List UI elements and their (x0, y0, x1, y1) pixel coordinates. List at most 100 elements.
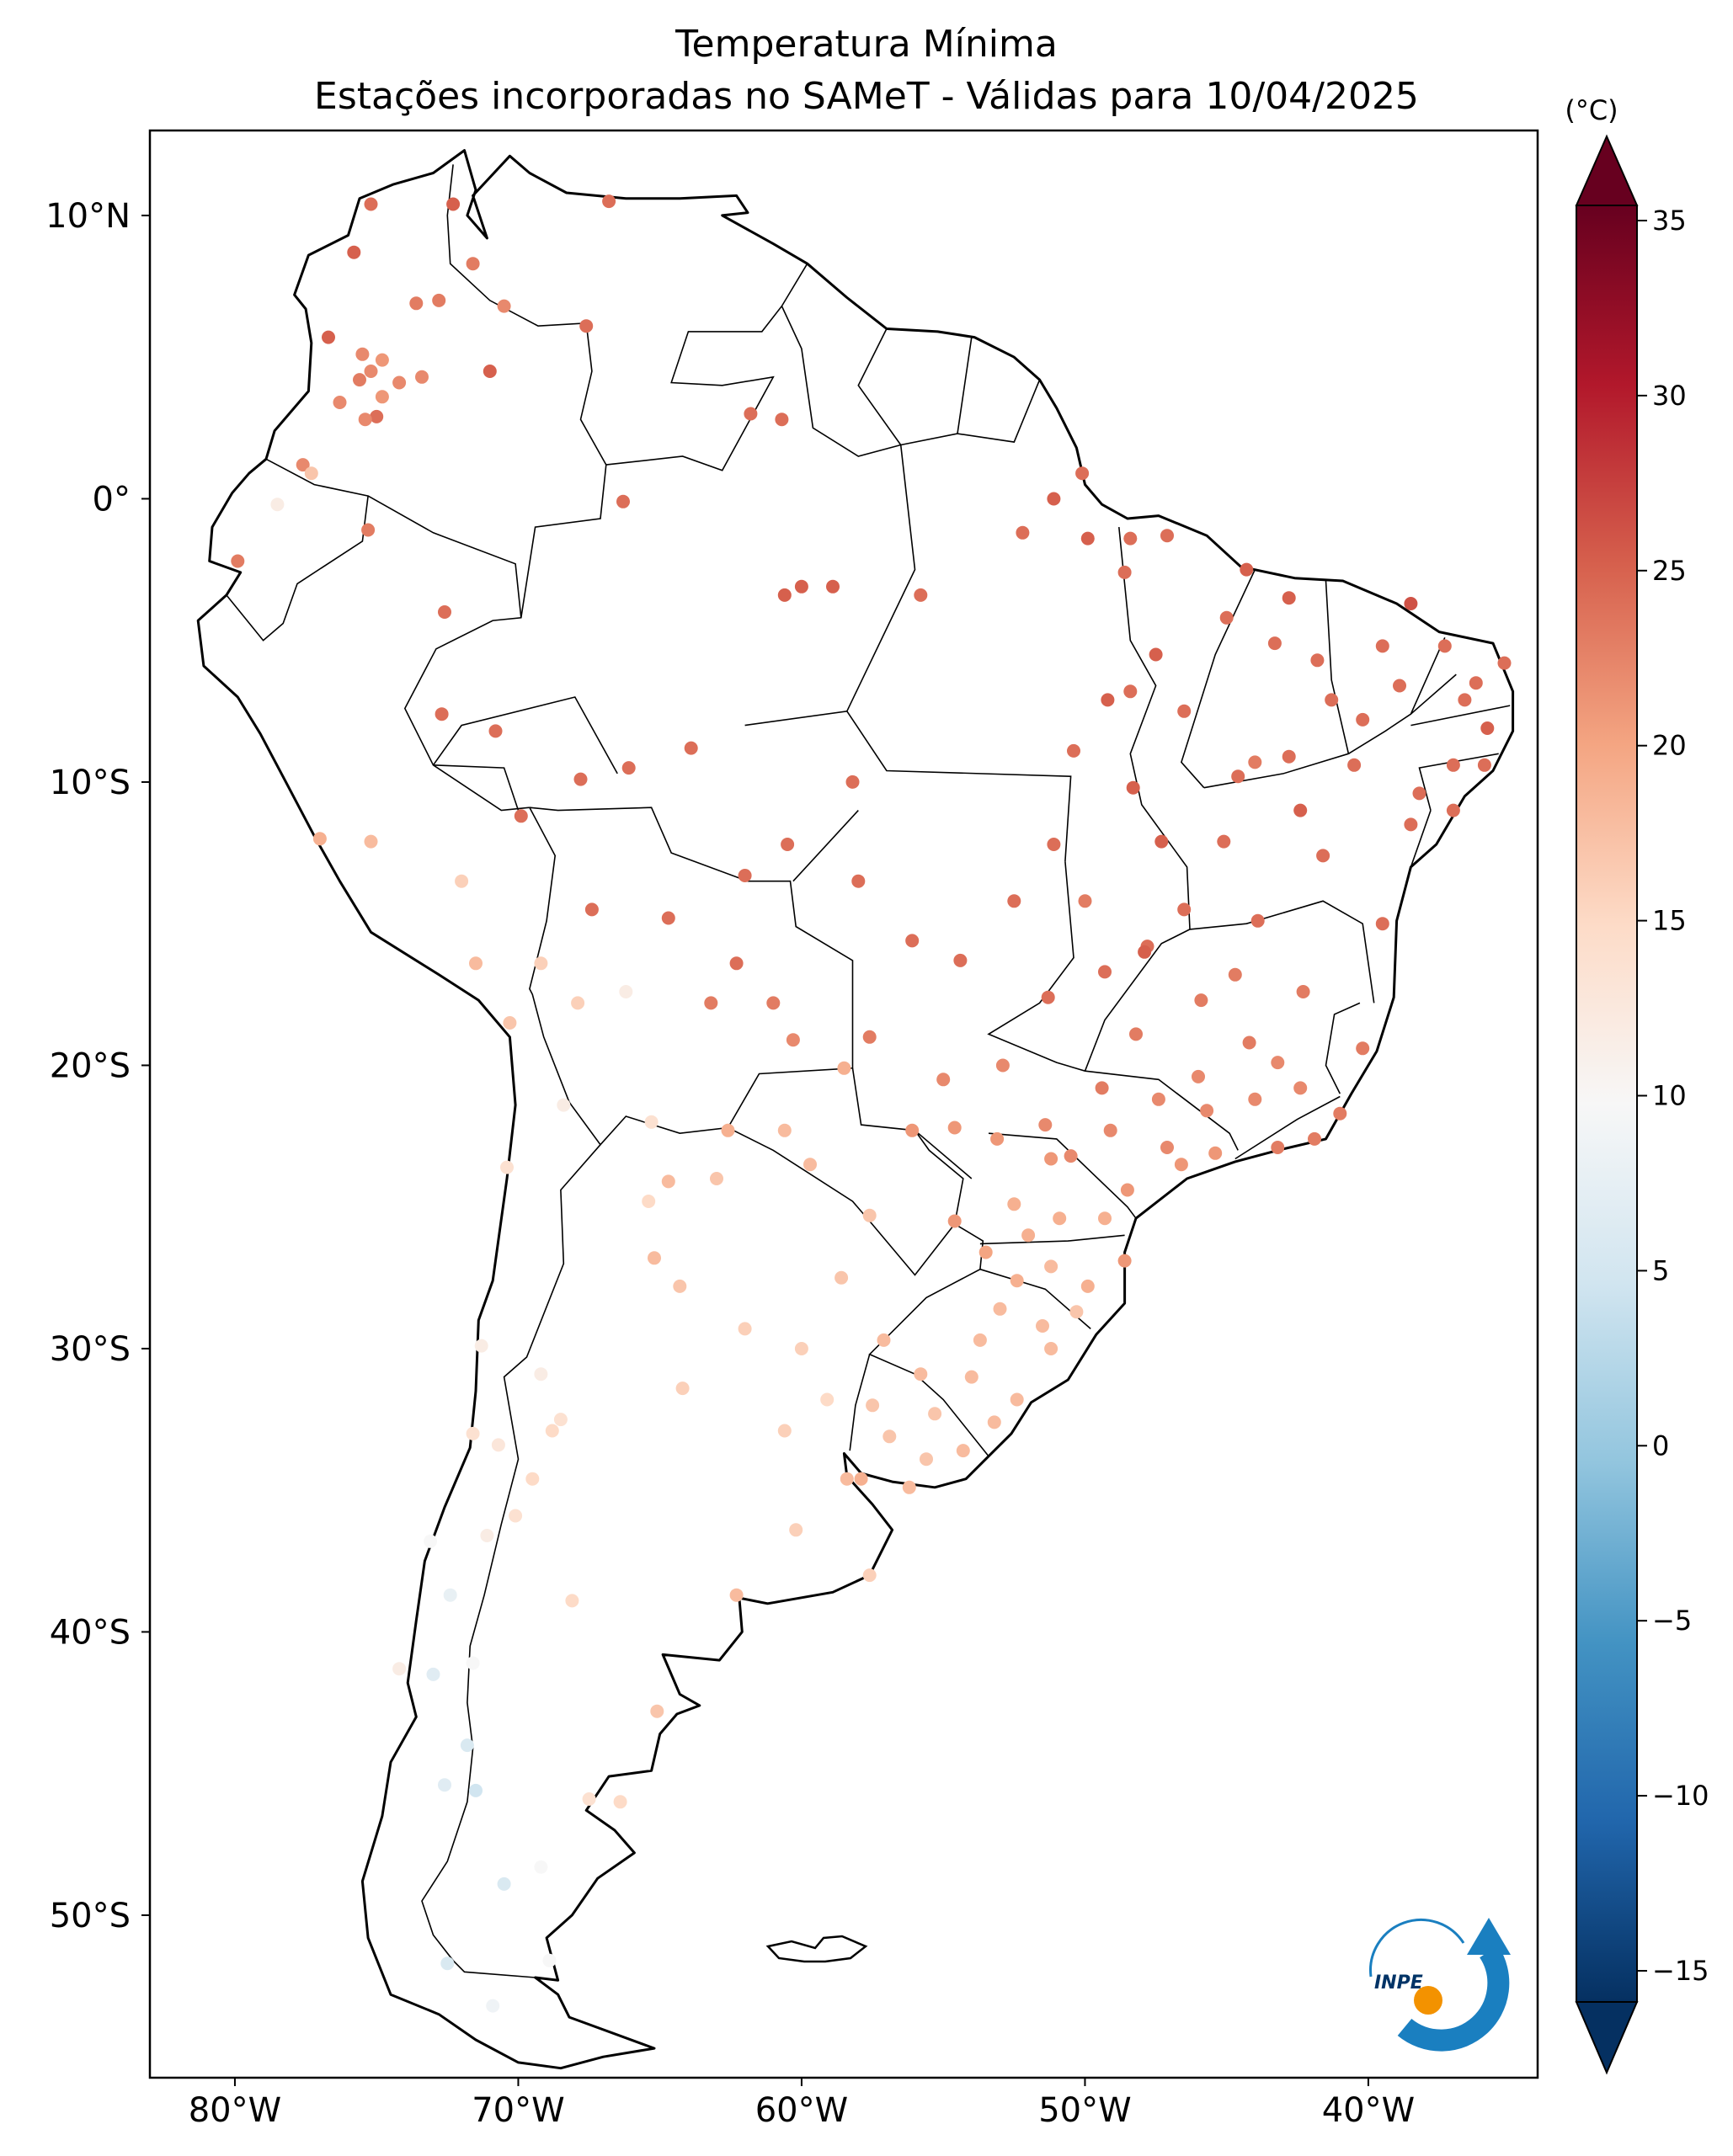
station-marker (409, 296, 424, 311)
station-marker (675, 1381, 690, 1396)
station-marker (579, 319, 594, 333)
station-marker (993, 1302, 1007, 1316)
station-marker (469, 956, 483, 971)
station-marker (392, 1662, 407, 1676)
station-marker (1010, 1274, 1024, 1288)
station-marker (1393, 679, 1406, 693)
colorbar-bar (1576, 205, 1638, 2003)
station-marker (582, 1792, 596, 1806)
station-marker (1192, 1069, 1205, 1083)
station-marker (738, 1322, 752, 1336)
station-marker (1007, 894, 1021, 908)
station-marker (1021, 1228, 1036, 1243)
colorbar-unit-label: (°C) (1565, 94, 1618, 126)
station-marker (1333, 1106, 1347, 1121)
station-marker (1325, 693, 1339, 707)
station-marker (777, 588, 792, 602)
station-marker (1123, 684, 1138, 699)
colorbar-tick-label: 10 (1652, 1080, 1687, 1112)
station-marker (721, 1123, 735, 1137)
station-marker (644, 1115, 659, 1129)
colorbar-tick-label: 5 (1652, 1254, 1669, 1286)
station-marker (1044, 1259, 1058, 1274)
station-marker (333, 396, 347, 409)
station-marker (480, 1529, 494, 1542)
station-marker (497, 299, 511, 313)
station-marker (1126, 780, 1140, 795)
colorbar-tick-label: 30 (1652, 380, 1687, 412)
station-marker (978, 1245, 993, 1259)
station-marker (1194, 993, 1208, 1008)
station-marker (661, 911, 675, 925)
station-marker (1149, 647, 1163, 662)
station-marker (1080, 531, 1095, 546)
station-marker (905, 934, 920, 948)
station-marker (353, 373, 366, 387)
station-marker (1010, 1392, 1024, 1407)
border-line (988, 1132, 1137, 1219)
station-marker (1412, 786, 1426, 801)
station-marker (1240, 562, 1254, 577)
station-marker (455, 874, 469, 888)
station-marker (1248, 755, 1262, 769)
station-marker (469, 1783, 483, 1797)
station-marker (355, 347, 370, 361)
station-marker (777, 1424, 792, 1438)
station-marker (956, 1444, 970, 1458)
border-line (1410, 705, 1511, 727)
station-marker (1069, 1305, 1084, 1319)
station-marker (684, 741, 698, 755)
station-marker (525, 1472, 540, 1486)
border-line (605, 263, 808, 471)
station-marker (1174, 1158, 1188, 1172)
border-line (1189, 900, 1375, 1003)
station-marker (1123, 531, 1138, 546)
station-marker (1047, 492, 1061, 506)
longitude-tick-label: 60°W (755, 2091, 848, 2130)
station-marker (826, 579, 840, 594)
station-marker (877, 1333, 891, 1347)
station-marker (1271, 1141, 1285, 1154)
station-marker (1219, 610, 1234, 625)
border-line (744, 710, 1072, 862)
south-america-coastline (196, 149, 1515, 2070)
border-line (433, 764, 520, 811)
station-marker (1016, 525, 1030, 540)
station-marker (1296, 985, 1310, 998)
station-marker (650, 1704, 664, 1718)
station-marker (1129, 1027, 1143, 1041)
station-marker (466, 257, 480, 271)
station-marker (1228, 967, 1242, 982)
station-marker (491, 1438, 505, 1452)
station-marker (474, 1339, 488, 1353)
latitude-tick-labels: 10°N 0° 10°S 20°S 30°S 40°S 50°S (45, 197, 150, 1935)
border-line (421, 1144, 601, 1978)
longitude-tick-label: 50°W (1038, 2091, 1131, 2130)
colorbar-tick-label: −10 (1652, 1780, 1709, 1812)
border-line (1418, 753, 1499, 811)
longitude-tick-label: 70°W (472, 2091, 564, 2130)
station-marker (503, 1016, 517, 1030)
station-marker (902, 1480, 916, 1494)
station-marker (616, 494, 630, 508)
station-marker (619, 985, 633, 998)
colorbar-max-extension (1575, 134, 1639, 206)
station-marker (1446, 803, 1460, 817)
latitude-tick-label: 50°S (50, 1897, 131, 1935)
station-marker (1044, 1342, 1058, 1355)
station-marker (1151, 1092, 1165, 1106)
station-marker (1138, 945, 1152, 959)
border-line (367, 495, 522, 618)
map-content (196, 149, 1515, 2070)
inpe-logo-dot (1414, 1986, 1442, 2015)
station-marker (744, 407, 758, 421)
latitude-tick-label: 20°S (50, 1046, 131, 1085)
station-marker (1098, 1211, 1112, 1226)
border-line (1347, 636, 1446, 754)
border-line (226, 458, 369, 641)
border-line (403, 465, 607, 812)
station-marker (443, 1588, 457, 1602)
station-marker (1271, 1056, 1285, 1070)
inpe-logo-text: INPE (1374, 1972, 1423, 1994)
map-title-line-1: Temperatura Mínima (675, 23, 1058, 66)
